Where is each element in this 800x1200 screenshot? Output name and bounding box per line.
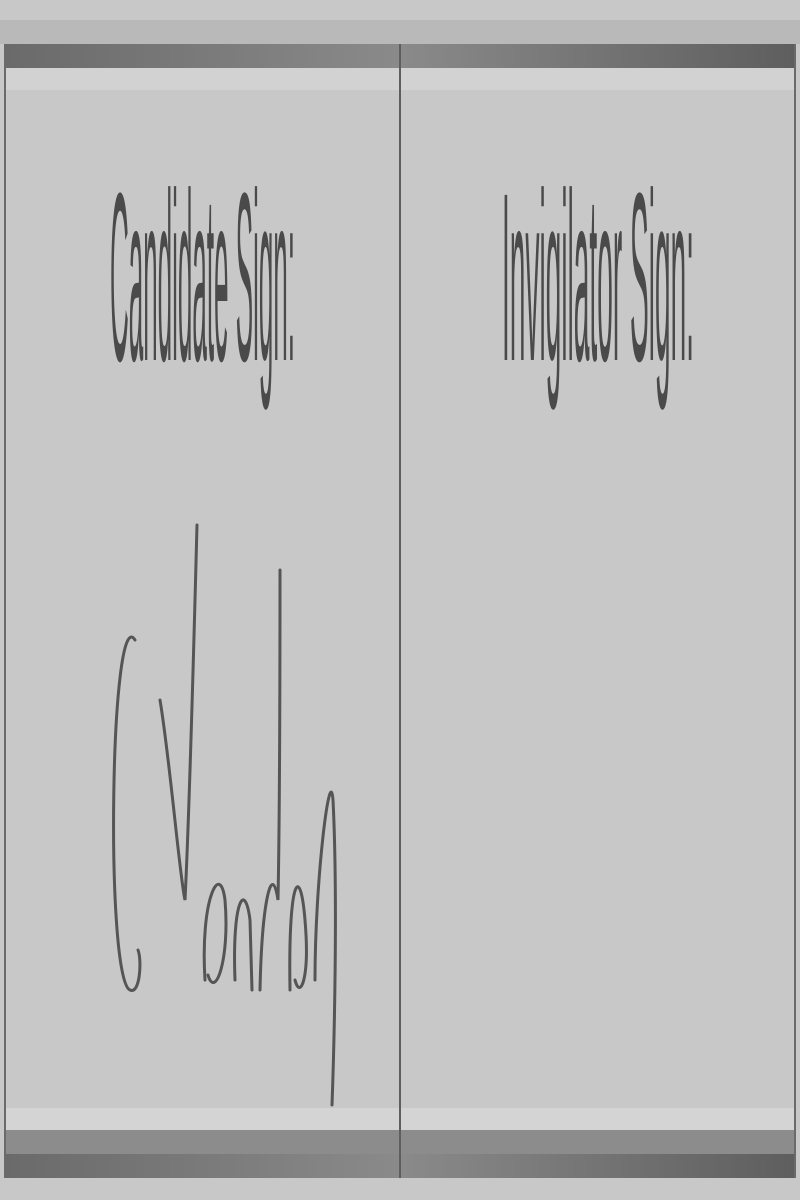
top-shade bbox=[0, 20, 800, 44]
invigilator-label: Invigilator Sign: bbox=[502, 144, 694, 412]
candidate-signature bbox=[112, 523, 337, 1107]
candidate-label: Candidate Sign: bbox=[110, 144, 295, 412]
